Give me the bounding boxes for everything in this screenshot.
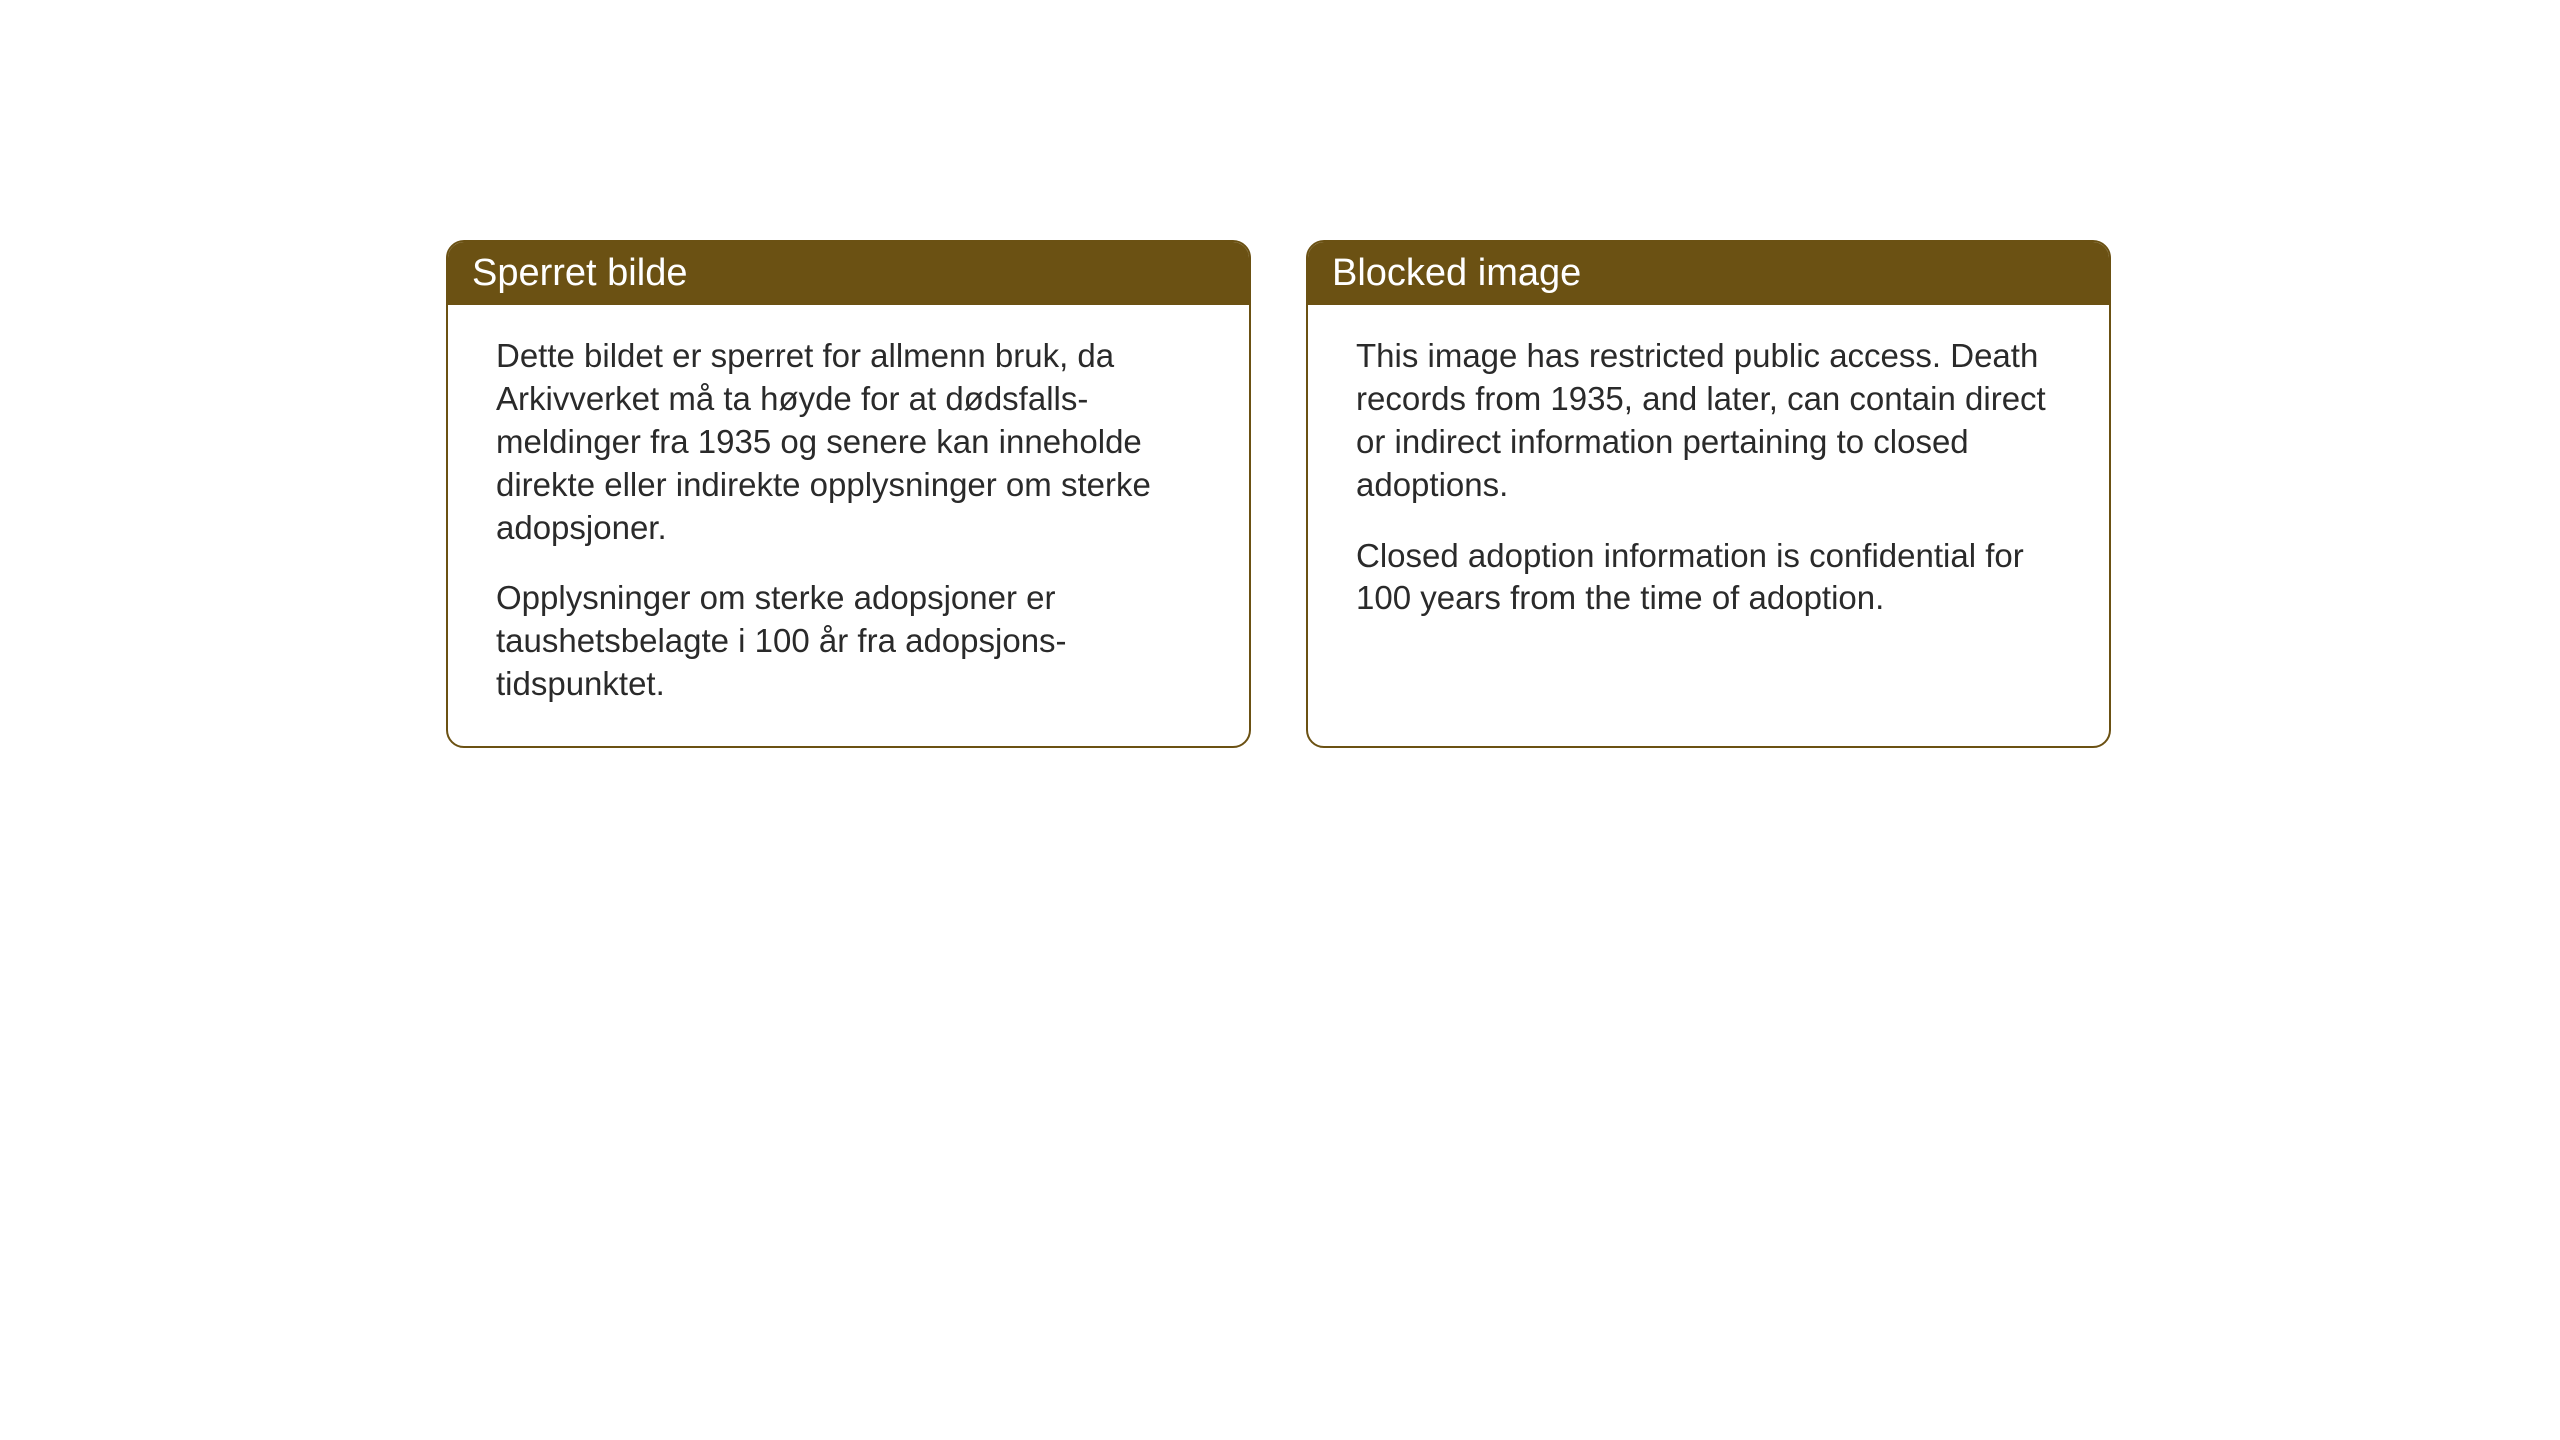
paragraph-english-2: Closed adoption information is confident…	[1356, 535, 2061, 621]
card-header-english: Blocked image	[1308, 242, 2109, 305]
cards-container: Sperret bilde Dette bildet er sperret fo…	[446, 240, 2111, 748]
card-english: Blocked image This image has restricted …	[1306, 240, 2111, 748]
paragraph-norwegian-2: Opplysninger om sterke adopsjoner er tau…	[496, 577, 1201, 706]
card-body-norwegian: Dette bildet er sperret for allmenn bruk…	[448, 305, 1249, 746]
paragraph-english-1: This image has restricted public access.…	[1356, 335, 2061, 507]
card-body-english: This image has restricted public access.…	[1308, 305, 2109, 660]
card-norwegian: Sperret bilde Dette bildet er sperret fo…	[446, 240, 1251, 748]
card-title-english: Blocked image	[1332, 252, 1581, 294]
card-header-norwegian: Sperret bilde	[448, 242, 1249, 305]
card-title-norwegian: Sperret bilde	[472, 252, 687, 294]
paragraph-norwegian-1: Dette bildet er sperret for allmenn bruk…	[496, 335, 1201, 549]
